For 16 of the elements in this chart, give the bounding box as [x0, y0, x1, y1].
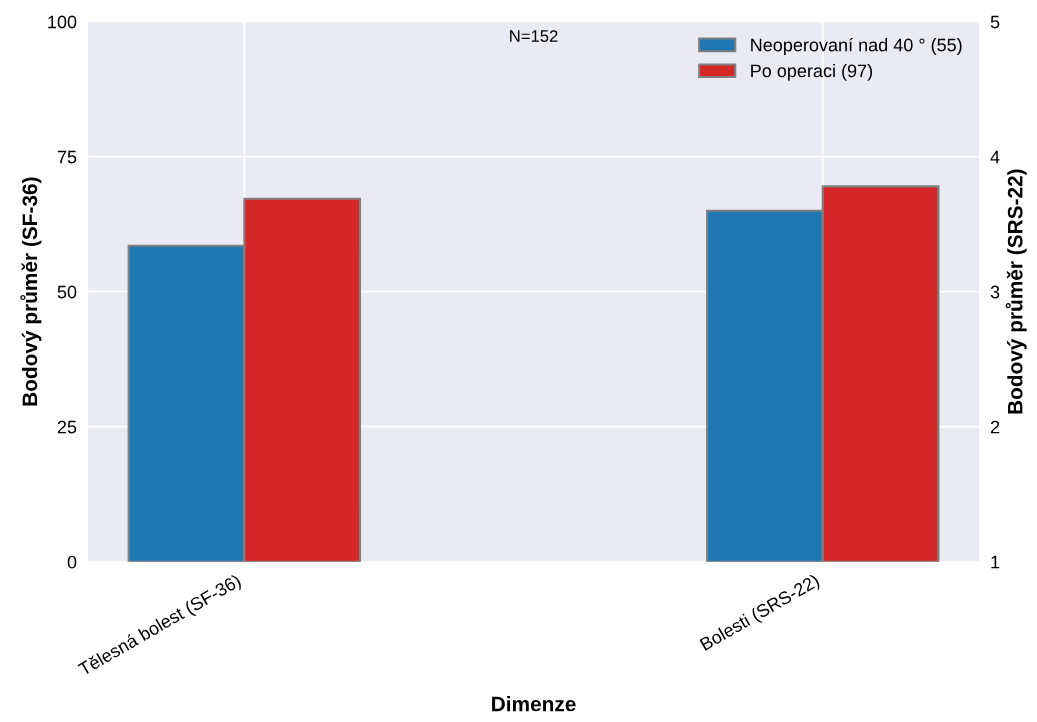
y-tick-label: 50 — [57, 285, 77, 299]
legend-label: Po operaci (97) — [751, 63, 873, 81]
y2-axis-title: Bodový průměr (SRS-22) — [1005, 169, 1027, 414]
y2-tick-label: 1 — [991, 555, 1000, 569]
y2-tick-label: 3 — [990, 285, 1000, 299]
legend-label: Neoperovaní nad 40 ° (55) — [751, 37, 962, 55]
y-tick-label: 75 — [57, 150, 77, 164]
y2-tick-label: 2 — [990, 420, 1000, 434]
annotation: N=152 — [510, 30, 558, 42]
y-tick-label: 25 — [57, 420, 77, 434]
y2-tick-label: 4 — [990, 150, 1000, 164]
y-tick-label: 100 — [48, 15, 77, 29]
y-axis-title: Bodový průměr (SF-36) — [20, 177, 42, 406]
x-axis-title: Dimenze — [492, 696, 576, 712]
y2-tick-label: 5 — [990, 15, 1000, 29]
y-tick-label: 0 — [67, 555, 77, 569]
